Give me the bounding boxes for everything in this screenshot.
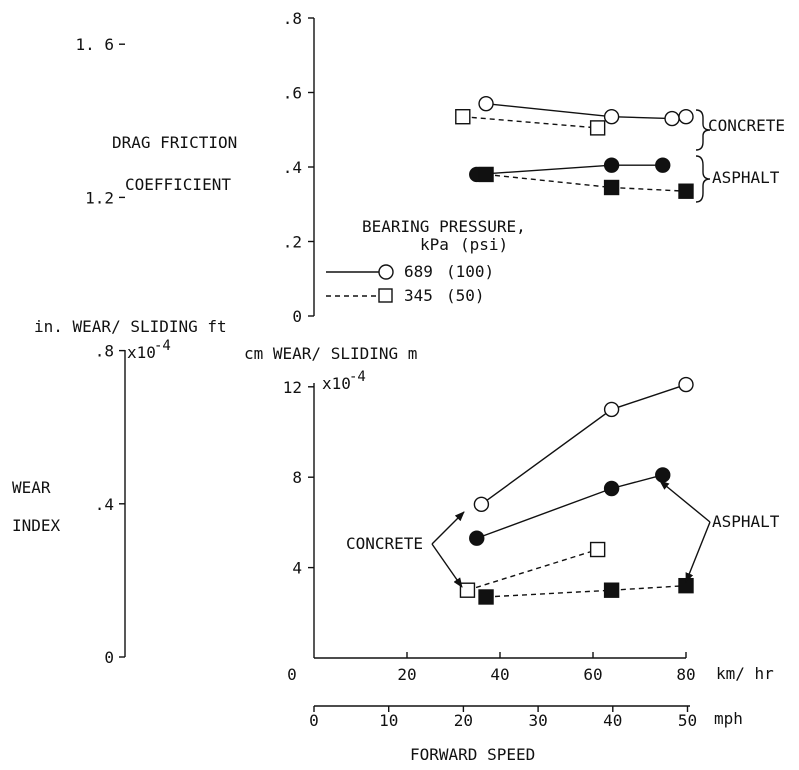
bottom-point-3-1 xyxy=(603,582,620,598)
mph-tick-label: 0 xyxy=(309,711,319,730)
left-y-tick-label: 1.2 xyxy=(85,188,114,207)
right-axis-exponent-power: -4 xyxy=(349,369,366,385)
top-point-1-0 xyxy=(455,109,471,125)
top-y-tick-label: .2 xyxy=(283,233,302,252)
asphalt-arrow-upper xyxy=(659,480,711,523)
mph-tick-label: 50 xyxy=(678,711,697,730)
top-point-3-0 xyxy=(478,166,494,183)
bottom-series-line-1 xyxy=(467,548,598,591)
right-axis-label: cm WEAR/ SLIDING m xyxy=(244,344,417,363)
bottom-point-2-1 xyxy=(603,480,620,497)
top-series-line-2 xyxy=(476,164,663,176)
kmh-unit: km/ hr xyxy=(716,664,774,683)
asphalt-arrow-lower xyxy=(685,521,711,583)
top-ylabel-line2: COEFFICIENT xyxy=(125,175,231,194)
right-y-tick-label: 12 xyxy=(283,378,302,397)
bottom-asphalt-annotation: ASPHALT xyxy=(712,512,780,531)
legend-entry-345-kpa: 345 xyxy=(404,286,433,305)
bottom-point-0-1 xyxy=(603,401,620,418)
bottom-series-line-2 xyxy=(476,474,663,539)
top-y-tick-label: .6 xyxy=(283,84,302,103)
legend: BEARING PRESSURE, kPa (psi) 689 (100) 34… xyxy=(326,217,526,305)
legend-title: BEARING PRESSURE, xyxy=(362,217,526,236)
top-panel: .8 .6 .4 .2 0 DRAG FRICTION COEFFICIENT CONC… xyxy=(112,9,785,326)
top-series xyxy=(455,95,694,199)
left-y-tick-label: 1. 6 xyxy=(75,35,114,54)
mph-tick-label: 20 xyxy=(454,711,473,730)
right-y-tick-label: 8 xyxy=(292,468,302,487)
bottom-left-y-ticks: 1. 6 1.2 .8 .4 0 xyxy=(75,35,125,667)
bottom-point-1-0 xyxy=(459,582,476,598)
left-axis-label: in. WEAR/ SLIDING ft xyxy=(34,317,227,336)
mph-ticks: 0 10 20 30 40 50 xyxy=(309,706,697,730)
left-axis-exponent-power: -4 xyxy=(154,338,171,354)
top-point-0-3 xyxy=(678,109,694,125)
legend-entry-689-kpa: 689 xyxy=(404,262,433,281)
legend-open-square-marker xyxy=(378,288,393,303)
top-point-0-0 xyxy=(478,95,494,112)
kmh-tick-label: 20 xyxy=(397,665,416,684)
kmh-tick-label: 0 xyxy=(287,665,297,684)
top-series-line-0 xyxy=(485,102,687,120)
bottom-series-line-3 xyxy=(486,584,687,598)
concrete-arrow-upper xyxy=(431,511,465,545)
top-y-ticks: .8 .6 .4 .2 0 xyxy=(283,9,314,326)
bottom-point-0-2 xyxy=(678,376,694,393)
top-series-line-3 xyxy=(485,173,687,192)
kmh-tick-label: 80 xyxy=(676,665,695,684)
mph-tick-label: 40 xyxy=(603,711,622,730)
concrete-brace xyxy=(695,109,711,151)
top-point-3-2 xyxy=(678,183,694,199)
concrete-arrow-lower xyxy=(431,543,463,588)
bottom-series-line-0 xyxy=(480,383,687,505)
top-point-0-1 xyxy=(603,109,620,125)
top-y-tick-label: 0 xyxy=(292,307,302,326)
bottom-point-0-0 xyxy=(473,496,490,513)
bottom-series xyxy=(459,376,694,605)
bottom-point-1-1 xyxy=(589,541,606,558)
bottom-panel: 1. 6 1.2 .8 .4 0 in. WEAR/ SLIDING ft x10 -4… xyxy=(12,35,780,667)
left-y-tick-label: .8 xyxy=(95,342,114,361)
top-point-1-1 xyxy=(589,120,606,136)
bottom-right-y-ticks: 12 8 4 xyxy=(283,378,314,578)
mph-tick-label: 10 xyxy=(379,711,398,730)
legend-head-psi: (psi) xyxy=(460,235,508,254)
top-y-tick-label: .4 xyxy=(283,158,302,177)
top-point-2-1 xyxy=(603,157,620,173)
x-axis-label: FORWARD SPEED xyxy=(410,745,535,764)
mph-tick-label: 30 xyxy=(528,711,547,730)
kmh-tick-label: 60 xyxy=(583,665,602,684)
bottom-point-2-0 xyxy=(469,530,485,546)
left-axis-exponent-base: x10 xyxy=(127,343,156,362)
top-point-2-2 xyxy=(655,157,671,173)
top-point-3-1 xyxy=(603,179,620,196)
legend-entry-689-psi: (100) xyxy=(446,262,494,281)
x-axes: 0 20 40 60 80 km/ hr 0 10 20 30 40 50 mph FORWARD… xyxy=(287,652,774,764)
legend-entry-345-psi: (50) xyxy=(446,286,485,305)
bottom-point-3-0 xyxy=(478,589,494,605)
bottom-ylabel-line2: INDEX xyxy=(12,516,61,535)
mph-unit: mph xyxy=(714,709,743,728)
top-asphalt-annotation: ASPHALT xyxy=(712,168,780,187)
kmh-tick-label: 40 xyxy=(490,665,509,684)
asphalt-brace xyxy=(695,155,711,203)
top-y-tick-label: .8 xyxy=(283,9,302,28)
left-y-tick-label: 0 xyxy=(104,648,114,667)
top-concrete-annotation: CONCRETE xyxy=(708,116,785,135)
legend-open-circle-marker xyxy=(378,264,394,280)
bottom-concrete-annotation: CONCRETE xyxy=(346,534,423,553)
kmh-ticks: 0 20 40 60 80 xyxy=(287,652,696,684)
top-series-line-1 xyxy=(462,116,598,129)
bottom-ylabel-line1: WEAR xyxy=(12,478,51,497)
bottom-point-2-2 xyxy=(655,467,671,483)
right-axis-exponent-base: x10 xyxy=(322,374,351,393)
left-y-tick-label: .4 xyxy=(95,495,114,514)
legend-head-kpa: kPa xyxy=(420,235,449,254)
top-ylabel-line1: DRAG FRICTION xyxy=(112,133,237,152)
right-y-tick-label: 4 xyxy=(292,559,302,578)
top-point-0-2 xyxy=(664,110,680,127)
